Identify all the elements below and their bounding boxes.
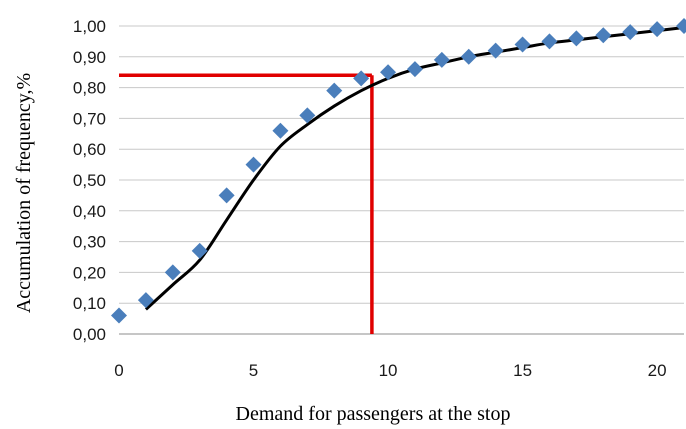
data-point [218,187,235,204]
data-points [111,18,686,324]
y-tick-label: 0,80 [73,79,106,98]
data-point [164,264,181,281]
y-tick-label: 0,50 [73,171,106,190]
y-tick-label: 0,90 [73,48,106,67]
data-point [380,64,397,81]
data-point [137,292,154,309]
data-point [326,82,343,99]
data-point [406,61,423,78]
x-tick-label: 10 [379,361,398,380]
data-point [649,21,666,38]
data-point [568,30,585,47]
y-tick-label: 0,70 [73,109,106,128]
data-point [514,36,531,53]
y-tick-label: 0,00 [73,325,106,344]
y-tick-label: 0,10 [73,294,106,313]
y-tick-labels: 0,00 0,10 0,20 0,30 0,40 0,50 0,60 0,70 0,80 0,90… [73,17,106,344]
x-axis-title: Demand for passengers at the stop [236,403,511,425]
y-tick-label: 0,40 [73,202,106,221]
data-point [111,307,127,324]
x-tick-label: 20 [648,361,667,380]
x-tick-labels: 0 5 10 15 20 [114,361,666,380]
data-point [487,42,504,59]
y-tick-label: 0,30 [73,233,106,252]
y-axis-title: Accumulation of frequency,% [13,73,35,313]
data-point [272,122,289,139]
data-point [433,51,450,68]
y-tick-label: 0,20 [73,263,106,282]
data-point [353,70,370,87]
y-tick-label: 0,60 [73,140,106,159]
data-point [622,24,639,41]
grid-lines [119,25,684,335]
data-point [595,27,612,44]
x-tick-label: 0 [114,361,123,380]
data-point [541,33,558,50]
x-tick-label: 15 [513,361,532,380]
data-point [245,156,262,173]
x-tick-label: 5 [249,361,258,380]
data-point [191,242,208,259]
reference-lines [119,73,374,334]
y-tick-label: 1,00 [73,17,106,36]
data-point [460,48,477,65]
data-point [676,18,686,34]
data-point [299,107,316,124]
